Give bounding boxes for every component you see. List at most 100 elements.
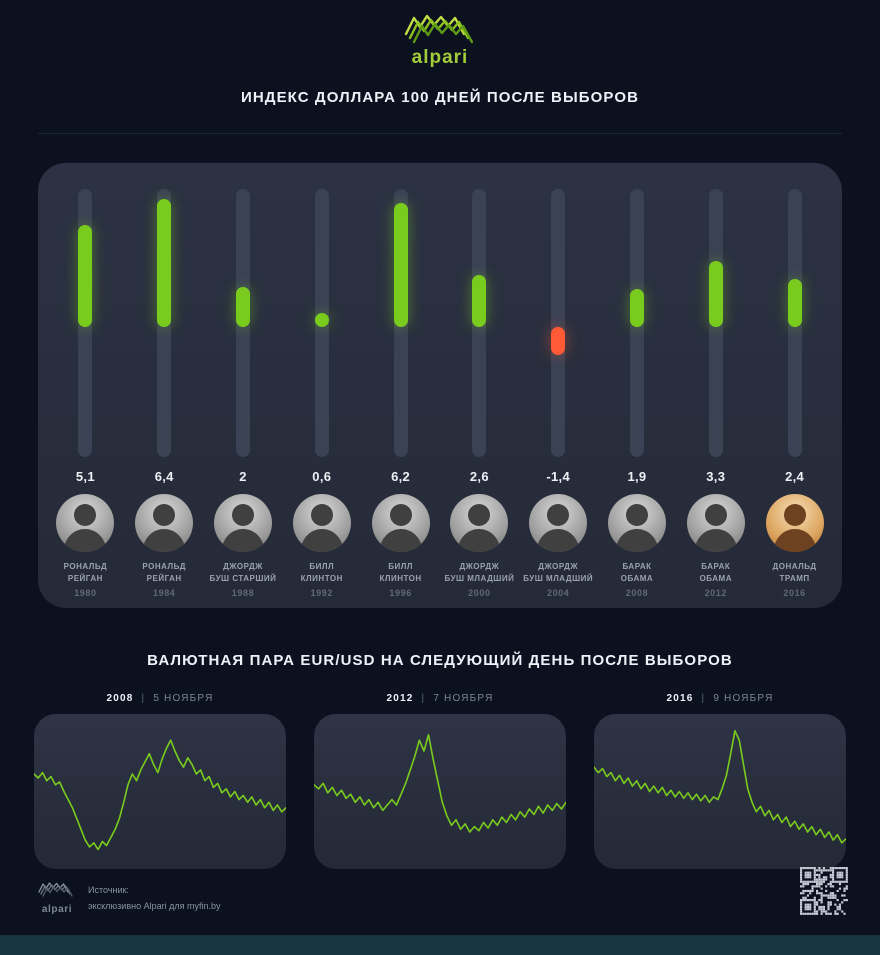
source-text: эксклюзивно Alpari для myfin.by bbox=[88, 900, 221, 911]
president-avatar bbox=[686, 494, 745, 552]
president-column: -1,4 ДЖОРДЖ БУШ МЛАДШИЙ 2004 bbox=[519, 189, 598, 608]
source-label: Источник: bbox=[88, 885, 129, 896]
value-bar bbox=[787, 279, 802, 327]
chart-panel bbox=[34, 714, 286, 869]
chart-label: 2016 | 9 НОЯБРЯ bbox=[594, 693, 846, 704]
chart-date: 5 НОЯБРЯ bbox=[153, 693, 214, 704]
president-name-line2: ОБАМА bbox=[699, 574, 732, 583]
line-chart-svg bbox=[314, 733, 566, 833]
president-name-line2: БУШ СТАРШИЙ bbox=[209, 574, 277, 583]
bar-track bbox=[472, 189, 487, 457]
main-title: ИНДЕКС ДОЛЛАРА 100 ДНЕЙ ПОСЛЕ ВЫБОРОВ bbox=[240, 89, 640, 106]
bar-track bbox=[314, 189, 329, 457]
president-avatar bbox=[529, 494, 588, 552]
chart-label-separator: | bbox=[141, 693, 146, 704]
value-bar bbox=[472, 275, 487, 327]
value-label: -1,4 bbox=[546, 469, 570, 484]
chart-panel bbox=[594, 714, 846, 869]
election-year: 2016 bbox=[783, 588, 806, 598]
person-silhouette-icon bbox=[142, 504, 187, 552]
president-column: 6,2 БИЛЛ КЛИНТОН 1996 bbox=[361, 189, 440, 608]
value-label: 5,1 bbox=[75, 469, 95, 484]
president-avatar bbox=[607, 494, 666, 552]
president-column: 6,4 РОНАЛЬД РЕЙГАН 1984 bbox=[125, 189, 204, 608]
president-name: ДЖОРДЖ БУШ МЛАДШИЙ bbox=[444, 561, 514, 585]
president-name-line1: ДОНАЛЬД bbox=[772, 562, 817, 571]
election-year: 2012 bbox=[704, 588, 727, 598]
president-name-line1: БИЛЛ bbox=[309, 562, 335, 571]
bar-track bbox=[157, 189, 172, 457]
value-bar bbox=[78, 225, 93, 327]
value-bar bbox=[629, 289, 644, 327]
eurusd-chart: 2008 | 5 НОЯБРЯ bbox=[34, 693, 286, 869]
election-year: 1992 bbox=[310, 588, 333, 598]
alpari-logo-text: alpari bbox=[411, 47, 469, 68]
election-year: 1988 bbox=[231, 588, 255, 598]
value-bar bbox=[551, 327, 566, 355]
qr-code bbox=[800, 867, 848, 915]
value-bar bbox=[235, 287, 250, 327]
president-avatar bbox=[450, 494, 509, 552]
president-name-line2: БУШ МЛАДШИЙ bbox=[523, 574, 594, 583]
president-column: 0,6 БИЛЛ КЛИНТОН 1992 bbox=[282, 189, 361, 608]
president-name-line2: ТРАМП bbox=[779, 574, 810, 583]
chart-label: 2012 | 7 НОЯБРЯ bbox=[314, 693, 566, 704]
president-name-line2: КЛИНТОН bbox=[379, 574, 422, 583]
president-name-line2: РЕЙГАН bbox=[146, 574, 182, 583]
line-chart-svg bbox=[34, 739, 286, 851]
bar-track bbox=[235, 189, 250, 457]
chart-date: 7 НОЯБРЯ bbox=[433, 693, 494, 704]
election-year: 1984 bbox=[152, 588, 176, 598]
divider-line bbox=[38, 133, 842, 134]
president-name: БАРАК ОБАМА bbox=[700, 561, 732, 585]
value-bar bbox=[708, 261, 723, 327]
president-name: ДЖОРДЖ БУШ СТАРШИЙ bbox=[210, 561, 277, 585]
president-column: 1,9 БАРАК ОБАМА 2008 bbox=[598, 189, 677, 608]
bar-track bbox=[551, 189, 566, 457]
value-label: 3,3 bbox=[706, 469, 726, 484]
eurusd-chart: 2016 | 9 НОЯБРЯ bbox=[594, 693, 846, 869]
bar-track bbox=[78, 189, 93, 457]
person-silhouette-icon bbox=[299, 504, 344, 552]
president-avatar bbox=[135, 494, 194, 552]
president-column: 2 ДЖОРДЖ БУШ СТАРШИЙ 1988 bbox=[204, 189, 283, 608]
president-name-line2: КЛИНТОН bbox=[300, 574, 343, 583]
value-label: 2,4 bbox=[785, 469, 805, 484]
chart-year: 2016 bbox=[666, 693, 694, 704]
alpari-logo: alpari bbox=[0, 14, 880, 69]
president-name-line2: РЕЙГАН bbox=[67, 574, 103, 583]
chart-year: 2008 bbox=[106, 693, 134, 704]
president-name-line1: БАРАК bbox=[701, 562, 731, 571]
bar-track bbox=[393, 189, 408, 457]
footer: alpari Источник: эксклюзивно Alpari для … bbox=[38, 867, 848, 915]
chart-panel bbox=[314, 714, 566, 869]
person-silhouette-icon bbox=[772, 504, 817, 552]
president-column: 2,4 ДОНАЛЬД ТРАМП 2016 bbox=[755, 189, 834, 608]
person-silhouette-icon bbox=[378, 504, 423, 552]
president-name-line2: БУШ МЛАДШИЙ bbox=[444, 574, 515, 583]
president-column: 2,6 ДЖОРДЖ БУШ МЛАДШИЙ 2000 bbox=[440, 189, 519, 608]
person-silhouette-icon bbox=[63, 504, 108, 552]
president-name: ДОНАЛЬД ТРАМП bbox=[773, 561, 817, 585]
election-year: 2000 bbox=[468, 588, 491, 598]
alpari-mountains-icon bbox=[404, 14, 474, 44]
president-avatar bbox=[56, 494, 115, 552]
president-name-line1: РОНАЛЬД bbox=[142, 562, 186, 571]
chart-date: 9 НОЯБРЯ bbox=[713, 693, 774, 704]
president-name-line2: ОБАМА bbox=[620, 574, 654, 583]
source-text-block: Источник: эксклюзивно Alpari для myfin.b… bbox=[88, 883, 220, 914]
president-name-line1: ДЖОРДЖ bbox=[459, 562, 500, 571]
footer-alpari-logo-text: alpari bbox=[41, 904, 73, 915]
president-name: БАРАК ОБАМА bbox=[621, 561, 653, 585]
person-silhouette-icon bbox=[457, 504, 502, 552]
president-name-line1: БАРАК bbox=[622, 562, 652, 571]
value-label: 6,4 bbox=[154, 469, 174, 484]
value-bar bbox=[314, 313, 329, 327]
header: alpari ИНДЕКС ДОЛЛАРА 100 ДНЕЙ ПОСЛЕ ВЫБ… bbox=[0, 0, 880, 134]
chart-year: 2012 bbox=[386, 693, 414, 704]
eurusd-charts-row: 2008 | 5 НОЯБРЯ 2012 | 7 НОЯБРЯ 2016 | 9… bbox=[34, 693, 846, 869]
president-name-line1: ДЖОРДЖ bbox=[223, 562, 263, 571]
president-name: ДЖОРДЖ БУШ МЛАДШИЙ bbox=[523, 561, 593, 585]
footer-source-block: alpari Источник: эксклюзивно Alpari для … bbox=[38, 882, 220, 915]
